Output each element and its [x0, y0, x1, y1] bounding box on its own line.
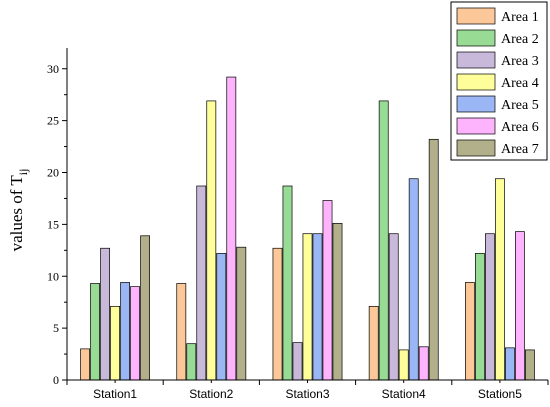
- bar-area-4-station1: [110, 305, 121, 381]
- bar-area-6-station1: [130, 286, 141, 381]
- x-tick-label: Station4: [382, 387, 426, 401]
- bar-area-7-station3: [332, 222, 343, 381]
- bar-area-3-station2: [196, 185, 207, 381]
- legend-swatch-area-3: [456, 51, 496, 69]
- bar-area-1-station4: [368, 305, 379, 381]
- legend-swatch-area-4: [456, 73, 496, 91]
- bar-area-3-station5: [485, 233, 495, 381]
- bar-area-1-station2: [176, 283, 187, 381]
- y-tick-label: 20: [47, 166, 59, 180]
- bar-area-7-station1: [140, 235, 151, 381]
- bar-area-1-station5: [465, 282, 475, 381]
- legend-label: Area 6: [501, 120, 539, 135]
- bar-area-6-station2: [226, 76, 237, 381]
- legend: Area 1 Area 2 Area 3 Area 4 Area 5 Area 6 Area…: [450, 1, 548, 161]
- bar-area-3-station3: [292, 342, 303, 381]
- y-tick-label: 0: [53, 373, 59, 387]
- legend-label: Area 7: [501, 142, 539, 157]
- legend-label: Area 4: [501, 76, 539, 91]
- y-tick-label: 15: [47, 217, 59, 231]
- bar-area-2-station2: [186, 343, 197, 381]
- y-tick-label: 5: [53, 321, 59, 335]
- bar-area-5-station5: [505, 347, 515, 381]
- legend-label: Area 3: [501, 54, 539, 69]
- legend-label: Area 2: [501, 32, 539, 47]
- bar-area-1-station1: [80, 348, 91, 381]
- legend-label: Area 5: [501, 98, 539, 113]
- bar-area-1-station3: [272, 247, 283, 381]
- legend-swatch-area-2: [456, 29, 496, 47]
- bar-area-4-station5: [495, 178, 505, 381]
- bar-area-5-station4: [408, 178, 419, 381]
- y-axis-label-subscript: ij: [16, 169, 30, 176]
- bar-area-5-station3: [312, 233, 323, 381]
- bar-area-3-station4: [388, 233, 399, 381]
- bar-area-4-station3: [302, 233, 313, 381]
- y-tick-label: 25: [47, 114, 59, 128]
- x-tick-label: Station2: [189, 387, 233, 401]
- bar-area-2-station5: [475, 253, 485, 381]
- legend-swatch-area-5: [456, 95, 496, 113]
- bar-area-5-station2: [216, 253, 227, 381]
- y-axis-label-main: values of T: [7, 175, 26, 252]
- bar-area-4-station4: [398, 349, 409, 381]
- legend-swatch-area-1: [456, 7, 496, 25]
- bar-area-3-station1: [100, 247, 111, 381]
- bar-area-6-station4: [418, 346, 429, 381]
- bar-area-7-station5: [524, 349, 535, 381]
- bar-area-2-station1: [90, 283, 101, 381]
- bar-area-2-station3: [282, 185, 293, 381]
- legend-swatch-area-7: [456, 139, 496, 157]
- axes-layer: 0 5 10 15 20 25 30 Station1 Station2 Station3 Stat…: [47, 48, 549, 401]
- bar-area-6-station5: [514, 231, 525, 381]
- legend-label: Area 1: [501, 10, 539, 25]
- bar-area-5-station1: [120, 282, 131, 381]
- bar-area-6-station3: [322, 200, 333, 381]
- legend-swatch-area-6: [456, 117, 496, 135]
- bar-area-7-station2: [236, 246, 247, 381]
- bar-area-2-station4: [378, 100, 389, 381]
- y-tick-label: 30: [47, 62, 59, 76]
- x-tick-label: Station3: [285, 387, 329, 401]
- bar-area-4-station2: [206, 100, 217, 381]
- bar-area-7-station4: [428, 138, 439, 381]
- y-axis-label: values of Tij: [7, 169, 30, 252]
- y-tick-label: 10: [47, 269, 59, 283]
- bars-layer: [80, 76, 535, 381]
- x-tick-label: Station5: [478, 387, 522, 401]
- x-tick-label: Station1: [93, 387, 137, 401]
